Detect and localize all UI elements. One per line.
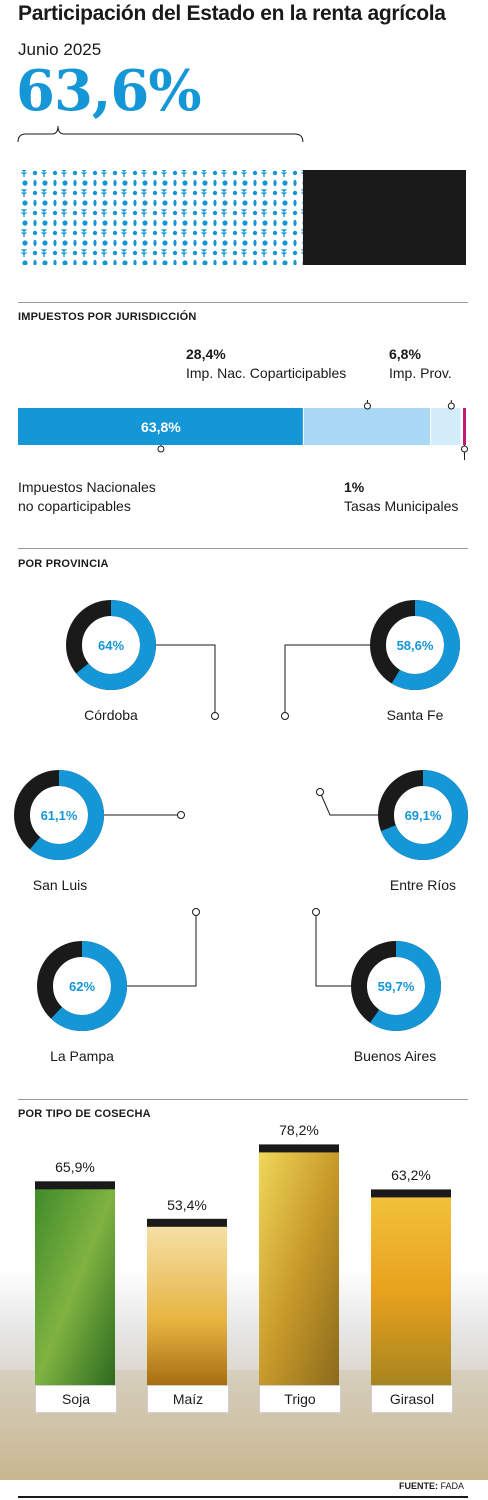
leader-dot-buenos-aires bbox=[312, 908, 320, 916]
crop-value-soja: 65,9% bbox=[55, 1159, 95, 1176]
crop-label-maiz: Maíz bbox=[147, 1385, 229, 1413]
crop-bar-cap-girasol bbox=[371, 1189, 451, 1198]
leader-cordoba bbox=[156, 644, 216, 716]
crop-label-girasol: Girasol bbox=[371, 1385, 453, 1413]
leader-dot-coparticipables bbox=[363, 402, 371, 410]
donut-value-santa-fe bbox=[370, 600, 460, 690]
leader-municipal bbox=[464, 445, 465, 460]
crop-value-maiz: 53,4% bbox=[167, 1196, 207, 1213]
donut-label-la-pampa: 62% bbox=[69, 979, 95, 994]
crop-bar-soja bbox=[35, 1187, 115, 1385]
remaining-share-bar bbox=[302, 170, 466, 265]
province-name-buenos-aires: Buenos Aires bbox=[353, 1048, 437, 1064]
crop-bar-cap-maiz bbox=[147, 1218, 227, 1227]
page-title: Participación del Estado en la renta agr… bbox=[18, 2, 446, 25]
leader-provincial bbox=[450, 400, 452, 406]
crop-bar-trigo bbox=[259, 1150, 339, 1385]
source-label: FUENTE: bbox=[398, 1481, 438, 1491]
crop-value-trigo: 78,2% bbox=[279, 1122, 319, 1139]
segment-coparticipables bbox=[303, 408, 431, 445]
crop-bar-cap-trigo bbox=[259, 1144, 339, 1153]
crop-label-soja: Soja bbox=[35, 1385, 117, 1413]
provincial-pct: 6,8% bbox=[389, 346, 421, 362]
nacionales-label-line1: Impuestos Nacionales bbox=[18, 479, 156, 495]
crop-bar-cap-soja bbox=[35, 1181, 115, 1190]
brace-bracket bbox=[17, 125, 304, 143]
leader-dot-entre-rios bbox=[316, 788, 324, 796]
province-map-chart: 64% 58,6% 61,1% 69,1% 62% 59,7% bbox=[14, 600, 468, 1031]
leader-dot-cordoba bbox=[211, 712, 219, 720]
province-name-entre-rios: Entre Ríos bbox=[389, 877, 457, 893]
segment-label-nacionales: 63,8% bbox=[141, 419, 181, 435]
leader-dot-provincial bbox=[447, 402, 455, 410]
donut-label-san-luis: 61,1% bbox=[41, 808, 78, 823]
section-divider bbox=[18, 302, 468, 303]
coparticipables-pct: 28,4% bbox=[186, 346, 226, 362]
date-label: Junio 2025 bbox=[18, 40, 102, 59]
donut-value-entre-rios bbox=[378, 770, 468, 860]
donut-value-cordoba bbox=[66, 600, 156, 690]
source-value: FADA bbox=[440, 1481, 464, 1491]
leader-dot-santa-fe bbox=[281, 712, 289, 720]
leader-entre-rios bbox=[319, 791, 378, 816]
section-title-cosecha: POR TIPO DE COSECHA bbox=[18, 1108, 151, 1120]
donut-value-buenos-aires bbox=[351, 941, 441, 1031]
municipal-label: Tasas Municipales bbox=[344, 498, 459, 514]
donut-value-san-luis bbox=[14, 770, 104, 860]
segment-nacionales bbox=[18, 408, 303, 445]
province-name-cordoba: Córdoba bbox=[84, 707, 138, 723]
donut-label-santa-fe: 58,6% bbox=[397, 638, 434, 653]
total-share-graphic bbox=[17, 125, 466, 265]
donut-label-entre-rios: 69,1% bbox=[405, 808, 442, 823]
section-title-provincia: POR PROVINCIA bbox=[18, 558, 109, 570]
municipal-pct: 1% bbox=[344, 479, 365, 495]
leader-la-pampa bbox=[127, 912, 197, 987]
crop-bar-maiz bbox=[147, 1224, 227, 1385]
province-name-santa-fe: Santa Fe bbox=[386, 707, 444, 723]
segment-provincial bbox=[431, 408, 461, 445]
crop-label-trigo: Trigo bbox=[259, 1385, 341, 1413]
leader-dot-la-pampa bbox=[192, 908, 200, 916]
section-title-jurisdiccion: IMPUESTOS POR JURISDICCIÓN bbox=[18, 311, 197, 323]
crop-bar-girasol bbox=[371, 1195, 451, 1385]
leader-dot-nacionales bbox=[157, 445, 165, 453]
province-name-san-luis: San Luis bbox=[32, 877, 88, 893]
donut-label-buenos-aires: 59,7% bbox=[378, 979, 415, 994]
leader-coparticipables bbox=[366, 400, 368, 406]
section-divider bbox=[18, 548, 468, 549]
provincial-label: Imp. Prov. bbox=[389, 365, 452, 381]
crop-value-girasol: 63,2% bbox=[391, 1167, 431, 1184]
province-name-la-pampa: La Pampa bbox=[50, 1048, 114, 1064]
leader-dot-san-luis bbox=[177, 811, 185, 819]
nacionales-label-line2: no coparticipables bbox=[18, 498, 131, 514]
state-share-bar bbox=[18, 170, 303, 265]
section-divider bbox=[18, 1099, 468, 1100]
coparticipables-label: Imp. Nac. Coparticipables bbox=[186, 365, 347, 381]
footer-rule bbox=[18, 1496, 468, 1498]
leader-santa-fe bbox=[284, 644, 370, 716]
donut-value-la-pampa bbox=[37, 941, 127, 1031]
donut-label-cordoba: 64% bbox=[98, 638, 124, 653]
source-note: FUENTE: FADA bbox=[399, 1481, 464, 1491]
segment-municipal bbox=[463, 408, 466, 445]
jurisdiction-stacked-bar: 63,8% bbox=[18, 400, 468, 460]
total-percentage: 63,6% bbox=[16, 58, 202, 124]
leader-buenos-aires bbox=[315, 912, 351, 987]
leader-dot-municipal bbox=[461, 445, 468, 453]
